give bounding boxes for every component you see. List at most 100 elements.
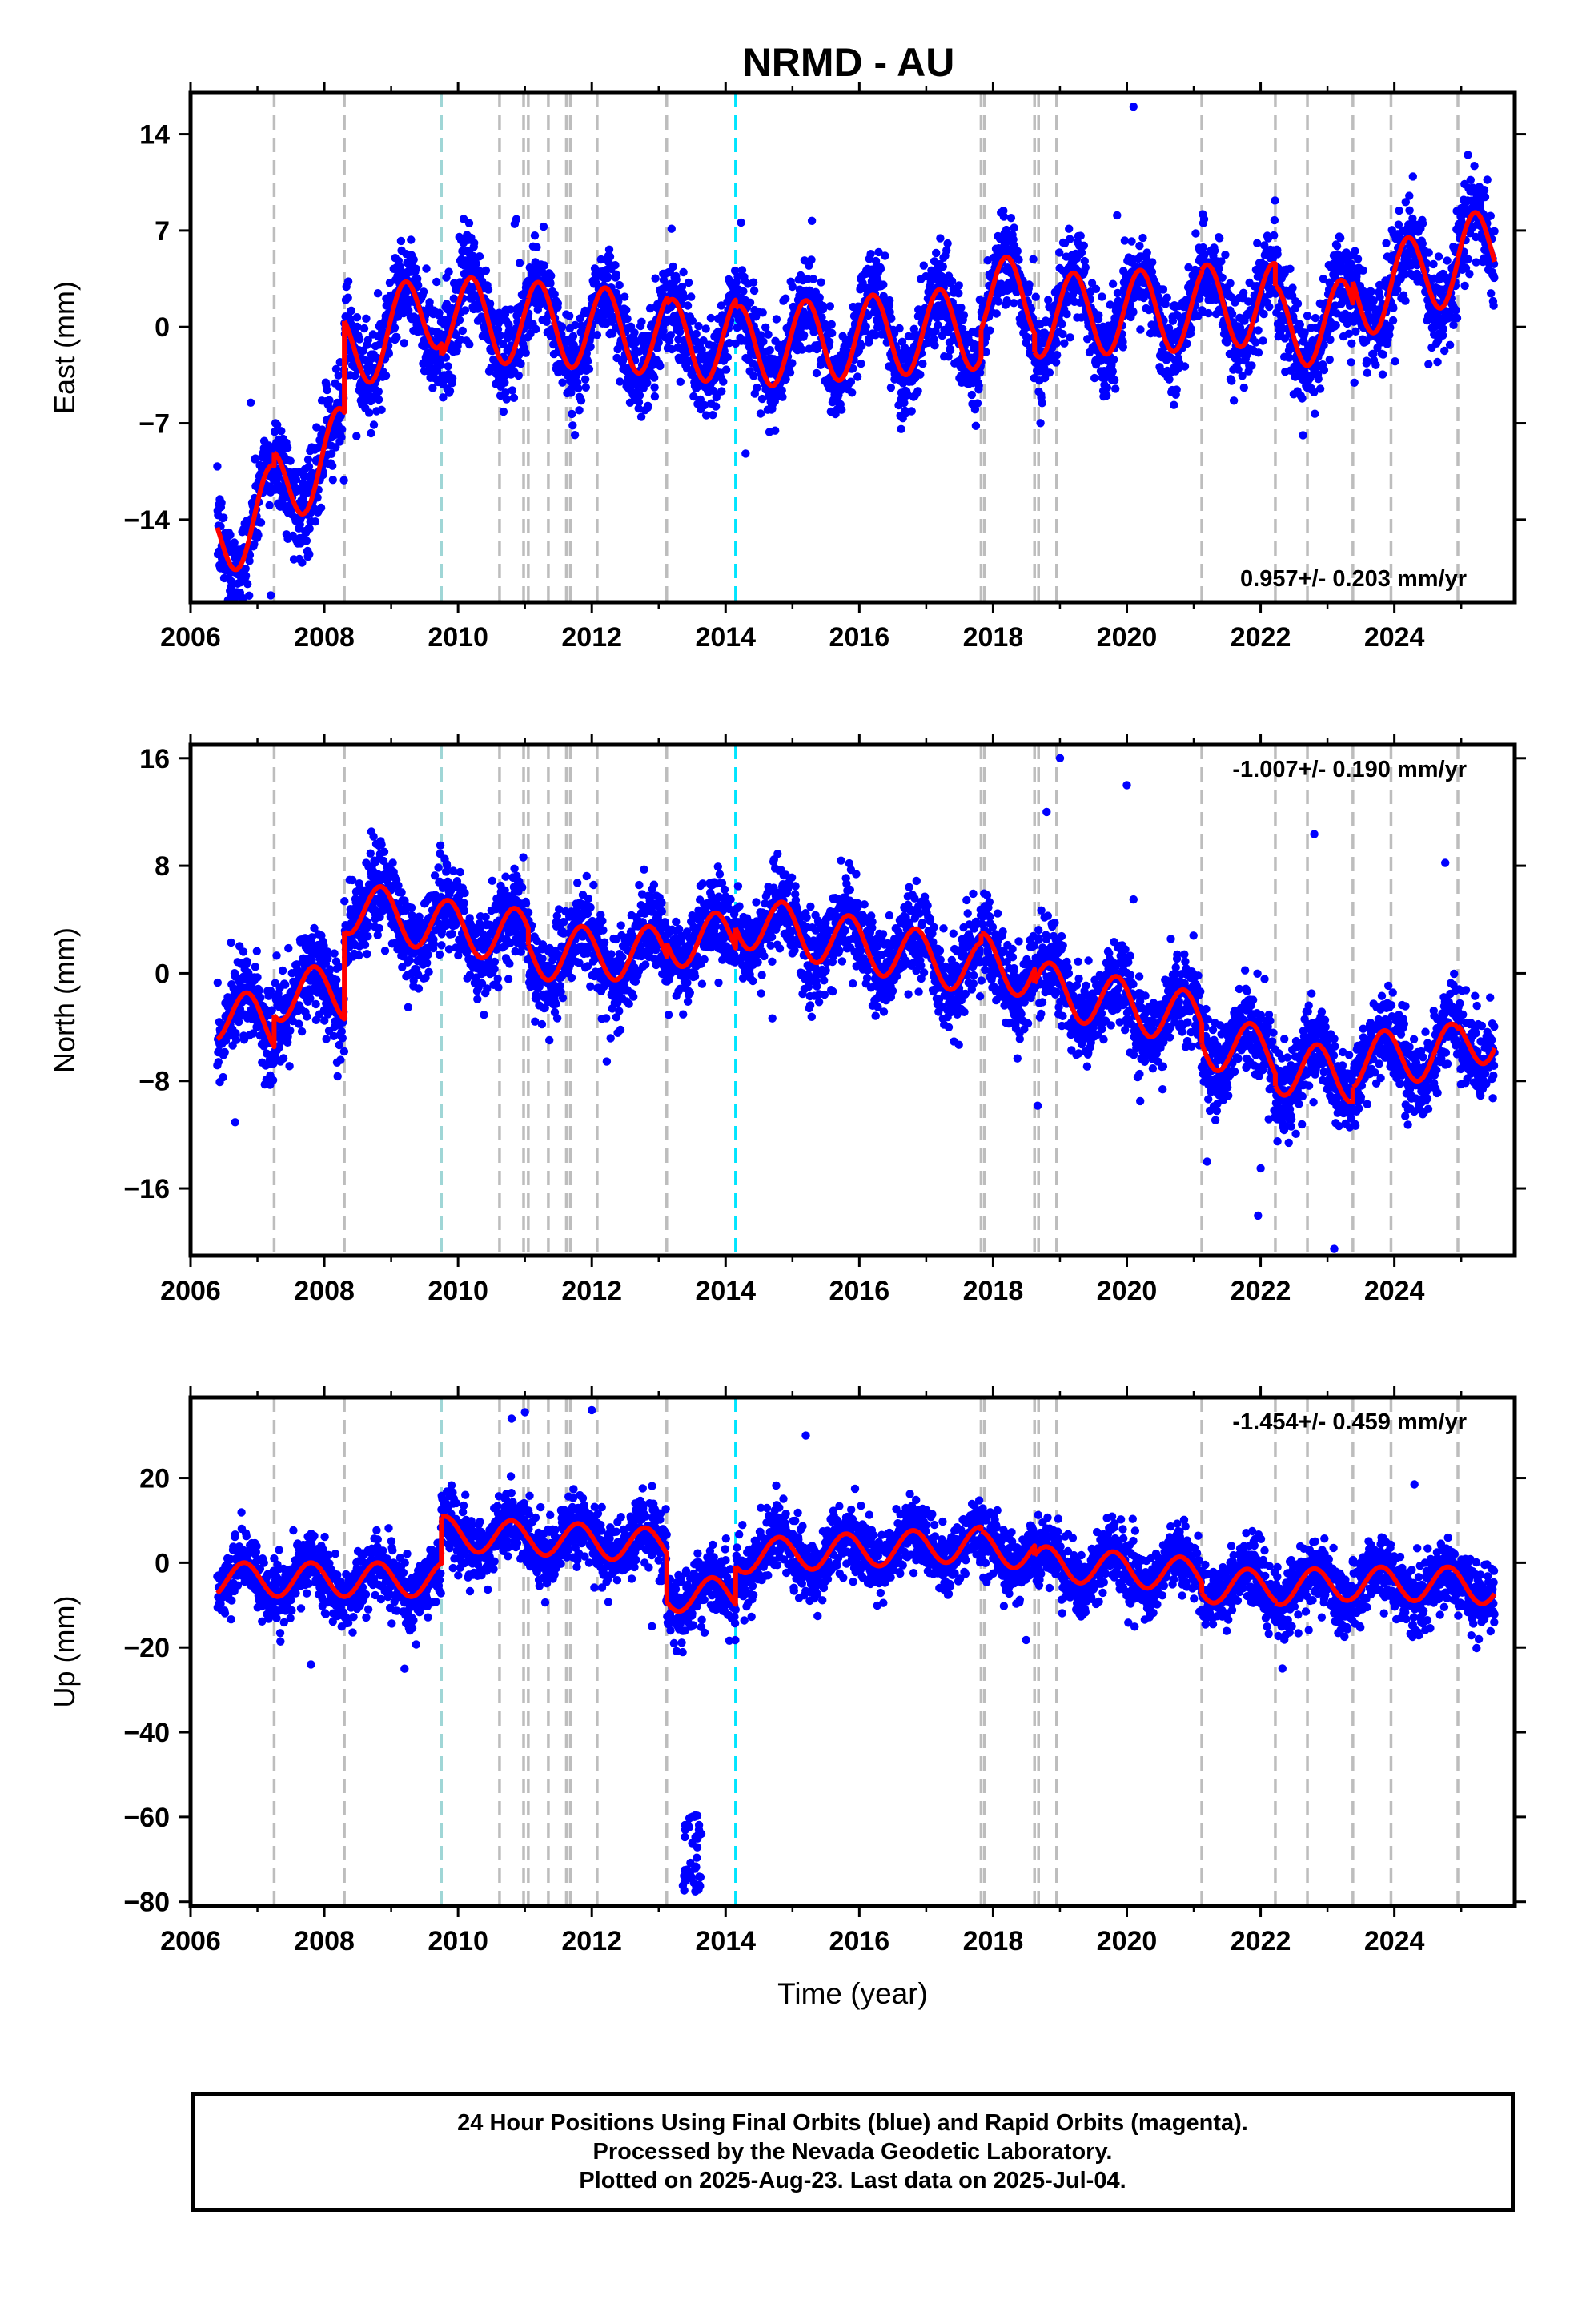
data-point bbox=[680, 293, 689, 302]
data-point bbox=[233, 607, 241, 615]
data-point bbox=[1424, 248, 1433, 257]
data-point bbox=[501, 388, 510, 397]
data-point bbox=[687, 292, 696, 301]
data-point bbox=[1058, 320, 1066, 328]
data-point bbox=[1253, 239, 1262, 247]
data-point bbox=[1127, 237, 1136, 246]
outlier-point bbox=[1464, 151, 1472, 159]
chart-title: NRMD - AU bbox=[743, 40, 955, 85]
y-tick-label: −7 bbox=[139, 409, 170, 440]
data-point bbox=[355, 335, 364, 344]
data-point bbox=[1465, 270, 1474, 279]
data-point bbox=[1052, 339, 1062, 348]
data-point bbox=[739, 287, 748, 296]
data-point bbox=[758, 308, 767, 317]
data-point bbox=[828, 328, 837, 338]
data-point bbox=[316, 503, 326, 513]
data-point bbox=[1325, 355, 1335, 364]
data-point bbox=[1371, 360, 1380, 369]
data-point bbox=[1460, 281, 1469, 291]
data-point bbox=[245, 591, 254, 600]
data-point bbox=[512, 311, 521, 320]
outlier-point bbox=[741, 449, 750, 458]
data-point bbox=[1079, 241, 1089, 250]
data-point bbox=[749, 278, 758, 287]
data-point bbox=[1090, 373, 1099, 383]
data-point bbox=[918, 360, 927, 368]
data-points-north bbox=[213, 754, 1499, 1253]
data-point bbox=[286, 456, 295, 465]
data-point bbox=[1158, 285, 1168, 294]
data-point bbox=[217, 498, 226, 507]
data-point bbox=[1466, 175, 1476, 184]
data-point bbox=[500, 378, 509, 387]
data-point bbox=[1210, 246, 1219, 255]
data-point bbox=[373, 289, 383, 298]
model-segment bbox=[215, 452, 277, 573]
data-point bbox=[797, 345, 806, 354]
data-point bbox=[759, 337, 768, 346]
data-point bbox=[1108, 367, 1118, 376]
data-point bbox=[753, 383, 761, 392]
data-point bbox=[683, 301, 693, 310]
data-point bbox=[1388, 316, 1398, 325]
data-point bbox=[596, 255, 605, 264]
velocity-label: 0.957+/- 0.203 mm/yr bbox=[1240, 566, 1467, 592]
data-point bbox=[1044, 296, 1053, 304]
data-point bbox=[1118, 343, 1128, 352]
data-point bbox=[825, 337, 834, 347]
data-point bbox=[1062, 309, 1071, 319]
data-point bbox=[475, 252, 484, 261]
data-point bbox=[992, 309, 1001, 318]
data-point bbox=[676, 377, 685, 386]
data-point bbox=[1031, 292, 1040, 301]
data-point bbox=[885, 296, 894, 305]
data-point bbox=[302, 537, 311, 545]
data-point bbox=[936, 234, 945, 243]
data-point bbox=[374, 395, 383, 404]
data-point bbox=[684, 278, 693, 287]
data-point bbox=[558, 378, 567, 387]
data-point bbox=[637, 317, 646, 326]
data-point bbox=[1138, 233, 1147, 243]
data-point bbox=[1367, 287, 1375, 296]
data-point bbox=[846, 377, 856, 386]
data-point bbox=[496, 331, 504, 340]
data-point bbox=[672, 275, 681, 284]
data-point bbox=[305, 524, 314, 533]
data-point bbox=[1215, 234, 1224, 243]
data-point bbox=[1113, 211, 1122, 220]
x-tick-label: 2012 bbox=[561, 622, 622, 653]
data-point bbox=[274, 473, 283, 482]
data-point bbox=[502, 395, 511, 404]
data-point bbox=[692, 329, 701, 339]
data-point bbox=[1010, 299, 1018, 308]
data-point bbox=[604, 272, 612, 281]
data-point bbox=[455, 316, 464, 324]
data-point bbox=[328, 461, 337, 470]
data-point bbox=[1098, 292, 1106, 301]
data-point bbox=[1490, 273, 1499, 283]
data-point bbox=[256, 518, 266, 527]
data-point bbox=[1395, 206, 1403, 215]
data-point bbox=[677, 283, 687, 292]
data-point bbox=[255, 986, 263, 995]
data-point bbox=[959, 311, 969, 320]
data-point bbox=[1434, 252, 1443, 261]
data-point bbox=[219, 1072, 227, 1082]
data-point bbox=[1259, 336, 1267, 345]
data-point bbox=[1091, 284, 1101, 293]
data-point bbox=[574, 384, 583, 393]
data-point bbox=[973, 399, 982, 408]
data-point bbox=[765, 345, 774, 355]
data-point bbox=[761, 323, 770, 332]
data-point bbox=[1351, 247, 1359, 255]
data-point bbox=[231, 1035, 241, 1044]
data-point bbox=[1433, 357, 1442, 367]
data-point bbox=[1102, 391, 1111, 400]
data-point bbox=[235, 608, 243, 616]
data-point bbox=[656, 361, 665, 371]
data-point bbox=[1332, 242, 1342, 251]
data-point bbox=[407, 235, 416, 244]
data-point bbox=[242, 957, 251, 966]
